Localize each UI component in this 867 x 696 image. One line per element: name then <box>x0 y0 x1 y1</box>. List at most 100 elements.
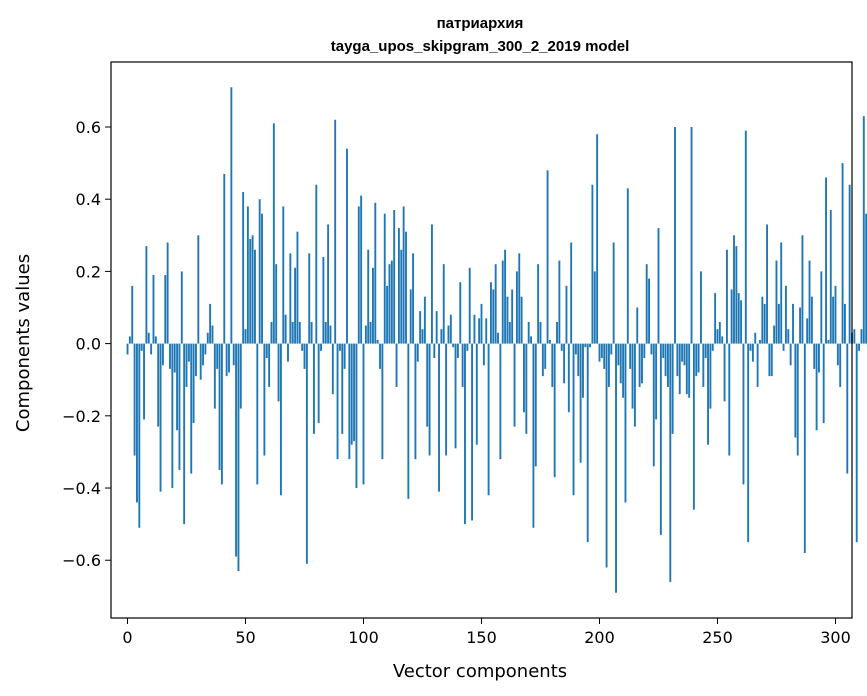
bar-234 <box>678 343 681 395</box>
bar-139 <box>454 343 457 449</box>
bar-29 <box>195 343 197 377</box>
bar-23 <box>180 271 183 344</box>
y-tick-label-1: −0.4 <box>62 479 101 498</box>
bar-12 <box>154 336 157 344</box>
bar-223 <box>652 343 655 467</box>
bar-72 <box>296 231 299 344</box>
bar-55 <box>256 343 259 485</box>
bar-90 <box>338 343 341 351</box>
bar-187 <box>567 343 570 413</box>
bar-118 <box>405 231 407 344</box>
bar-85 <box>327 224 330 344</box>
bar-250 <box>716 329 719 344</box>
bar-128 <box>428 343 431 456</box>
bar-280 <box>787 329 790 344</box>
bar-153 <box>487 343 490 496</box>
bar-217 <box>638 343 641 387</box>
bar-162 <box>508 321 511 344</box>
bar-53 <box>251 235 254 344</box>
bar-227 <box>662 343 665 359</box>
bar-300 <box>834 285 837 344</box>
bar-24 <box>183 343 186 525</box>
bar-160 <box>504 249 507 344</box>
bar-309 <box>855 343 858 543</box>
bar-197 <box>591 184 594 344</box>
bar-178 <box>546 170 549 344</box>
bar-27 <box>190 343 193 474</box>
bar-1 <box>128 336 131 344</box>
bar-71 <box>294 267 297 344</box>
bar-240 <box>692 343 695 510</box>
chart-subtitle: tayga_upos_skipgram_300_2_2019 model <box>331 38 630 55</box>
bar-202 <box>603 343 606 369</box>
bar-287 <box>803 343 806 554</box>
bar-174 <box>537 264 540 344</box>
bar-296 <box>825 177 827 344</box>
bar-13 <box>157 343 160 427</box>
bar-20 <box>173 343 176 373</box>
x-tick-label-1: 50 <box>235 628 255 647</box>
bar-123 <box>416 343 419 362</box>
bar-218 <box>641 343 643 384</box>
bar-95 <box>350 343 353 445</box>
bar-88 <box>334 119 337 344</box>
bar-233 <box>676 343 679 377</box>
bar-210 <box>622 343 625 398</box>
bar-230 <box>669 343 672 582</box>
bar-269 <box>761 296 764 344</box>
bar-222 <box>650 343 653 355</box>
bar-19 <box>171 343 174 489</box>
bar-281 <box>789 343 792 366</box>
bar-93 <box>346 148 348 344</box>
bar-274 <box>773 325 776 344</box>
bar-129 <box>431 224 433 344</box>
y-axis-label: Components values <box>13 254 34 432</box>
bar-156 <box>494 264 497 344</box>
bar-237 <box>685 343 688 395</box>
bar-294 <box>820 271 823 344</box>
bar-150 <box>480 303 483 344</box>
bar-225 <box>657 228 660 344</box>
bar-208 <box>617 343 620 366</box>
bar-51 <box>246 206 249 344</box>
bar-188 <box>570 242 573 344</box>
bar-100 <box>362 343 365 485</box>
bar-132 <box>438 343 440 492</box>
bar-127 <box>426 343 429 427</box>
bar-239 <box>690 126 693 344</box>
bar-247 <box>709 343 712 409</box>
bar-115 <box>397 228 400 344</box>
bar-37 <box>213 343 216 409</box>
x-axis-ticks: 0 50 100 150 200 250 300 <box>122 618 851 647</box>
bar-113 <box>393 210 396 344</box>
bar-224 <box>655 343 658 420</box>
bar-136 <box>447 325 450 344</box>
bar-120 <box>409 289 412 344</box>
bar-235 <box>681 343 684 362</box>
bar-170 <box>527 321 530 344</box>
bar-301 <box>836 343 839 366</box>
bar-276 <box>777 303 780 344</box>
bar-209 <box>619 343 622 384</box>
bar-130 <box>433 343 436 359</box>
bar-47 <box>237 343 240 572</box>
bar-193 <box>582 343 584 398</box>
bar-81 <box>317 343 320 424</box>
bar-255 <box>728 343 731 456</box>
plot-frame <box>110 61 853 619</box>
bar-266 <box>754 332 757 344</box>
bar-84 <box>324 321 327 344</box>
bar-series <box>126 87 867 593</box>
bar-140 <box>456 343 459 359</box>
bar-80 <box>315 184 318 344</box>
bar-272 <box>768 343 771 377</box>
bar-99 <box>360 195 363 344</box>
bar-108 <box>381 343 384 460</box>
bar-125 <box>421 329 424 344</box>
bar-131 <box>435 311 438 344</box>
bar-175 <box>539 321 542 344</box>
bar-253 <box>723 343 726 402</box>
bar-157 <box>497 332 499 344</box>
bar-121 <box>412 253 415 344</box>
